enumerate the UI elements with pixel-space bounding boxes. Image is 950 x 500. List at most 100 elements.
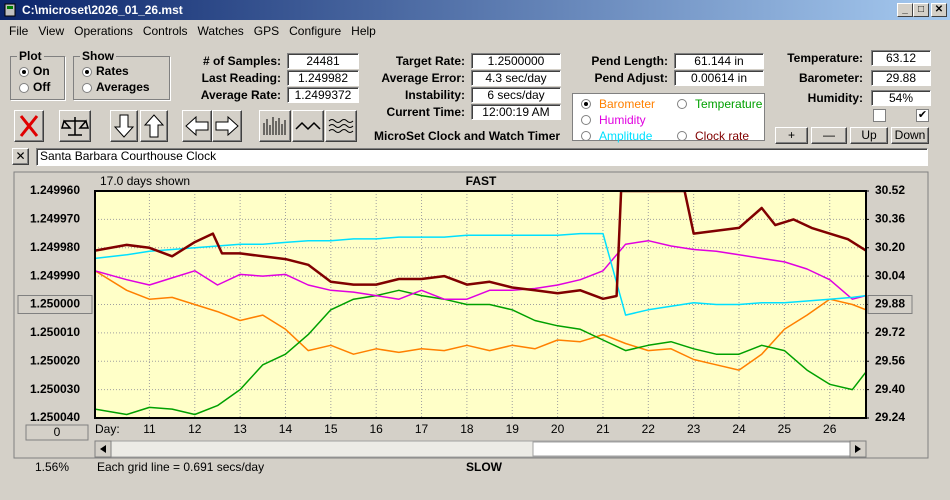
y2-tick-label: 30.52 [875,183,905,197]
y-tick-label: 1.249990 [30,268,80,282]
x-tick-label: 16 [370,422,384,436]
readout-label: Average Rate: [200,88,281,102]
window-title: C:\microset\2026_01_26.mst [22,3,183,17]
adjust-button[interactable]: Down [891,127,929,144]
readout-value: 6 secs/day [471,87,561,103]
status-percent: 1.56% [35,460,69,474]
arrow [100,445,106,453]
legend-label[interactable]: Humidity [599,113,646,127]
wave-button[interactable] [292,110,324,142]
readout-label: Humidity: [807,91,863,105]
menu-item[interactable]: File [9,24,29,38]
x-tick-label: 19 [506,422,520,436]
plot-frame [94,190,867,419]
option-group: Plot On Off [10,49,65,100]
readout-label: Temperature: [787,51,863,65]
readout-value: 4.3 sec/day [471,70,561,86]
clear-name-button[interactable]: ✕ [12,148,29,165]
readout-value: 63.12 [871,50,931,66]
tick-button [867,295,913,314]
x-tick-label: 23 [687,422,701,436]
app-icon [4,3,16,17]
x-tick-label: 11 [143,422,156,436]
legend-radio[interactable] [581,131,591,141]
readout-value: 29.88 [871,70,931,86]
readout-value: 1.2500000 [471,53,561,69]
y2-tick-label: 29.72 [875,325,905,339]
y-tick-label: 1.250020 [30,353,80,367]
legend-radio[interactable] [677,131,687,141]
menu-item[interactable]: Help [351,24,376,38]
y-tick-label: 1.250030 [30,382,80,396]
legend: Barometer Temperature Humidity Amplitude Clo… [572,93,765,143]
y2-tick-label: 29.24 [875,410,905,424]
scale-button[interactable] [59,110,91,142]
y-tick-label: 1.249980 [30,240,80,254]
legend-label[interactable]: Amplitude [599,129,653,143]
group-label: Show [80,49,116,63]
waves-button[interactable] [325,110,357,142]
icon [328,119,354,133]
adjust-button[interactable]: Up [850,127,888,144]
x-tick-label: 20 [551,422,565,436]
radio-button[interactable] [82,67,92,77]
x-tick-label: 22 [642,422,656,436]
y-tick-label: 1.250040 [30,410,80,424]
down-button[interactable] [110,110,138,142]
radio-button[interactable] [82,83,92,93]
minimize-button[interactable]: _ [897,3,913,17]
legend-radio[interactable] [581,99,591,109]
bars-button[interactable] [259,110,291,142]
y-tick-label: 1.249970 [30,212,80,226]
adjust-button[interactable]: — [811,127,847,144]
menu-item[interactable]: View [38,24,65,38]
checkbox[interactable]: ✔ [916,109,929,122]
maximize-button[interactable]: □ [913,3,929,17]
legend-label[interactable]: Barometer [599,97,656,111]
legend-radio[interactable] [677,99,687,109]
right-button[interactable] [212,110,242,142]
icon [143,114,165,138]
menu-item[interactable]: Watches [197,24,244,38]
menu-item[interactable]: Configure [289,24,342,38]
group-label: Plot [17,49,44,63]
readout-label: Target Rate: [395,54,465,68]
icon [295,121,321,131]
option-group: Show Rates Averages [73,49,170,100]
readout-value: 54% [871,90,931,106]
close-button[interactable]: ✕ [931,3,947,17]
clear-button[interactable] [14,110,44,142]
left-button[interactable] [182,110,212,142]
tick-button [17,295,93,314]
menu-item[interactable]: Controls [142,24,188,38]
checkbox[interactable] [873,109,886,122]
y2-tick-label: 30.36 [875,212,905,226]
x-axis-label: Day: [95,422,120,436]
legend-label[interactable]: Clock rate [695,129,750,143]
radio-label: Rates [96,64,129,78]
menu-item[interactable]: Operations [74,24,133,38]
offset-button[interactable] [25,424,89,441]
readout-value: 1.2499372 [287,87,359,103]
readout-value: 1.249982 [287,70,359,86]
menu-item[interactable]: GPS [253,24,280,38]
radio-button[interactable] [19,83,29,93]
up-button[interactable] [140,110,168,142]
y-tick-label: 1.249960 [30,183,80,197]
readout-label: Average Error: [381,71,465,85]
adjust-buttons: + — Up Down [775,127,929,144]
x-tick-label: 13 [233,422,247,436]
icon [263,117,286,135]
scroll-thumb[interactable] [532,441,852,457]
legend-radio[interactable] [581,115,591,125]
readout-value: 61.144 in [674,53,764,69]
clock-name-field[interactable]: Santa Barbara Courthouse Clock [36,148,928,166]
data-line [95,191,866,301]
icon [61,117,89,136]
readout-label: # of Samples: [202,54,281,68]
x-tick-label: 15 [324,422,338,436]
radio-button[interactable] [19,67,29,77]
adjust-button[interactable]: + [775,127,808,144]
legend-label[interactable]: Temperature [695,97,763,111]
